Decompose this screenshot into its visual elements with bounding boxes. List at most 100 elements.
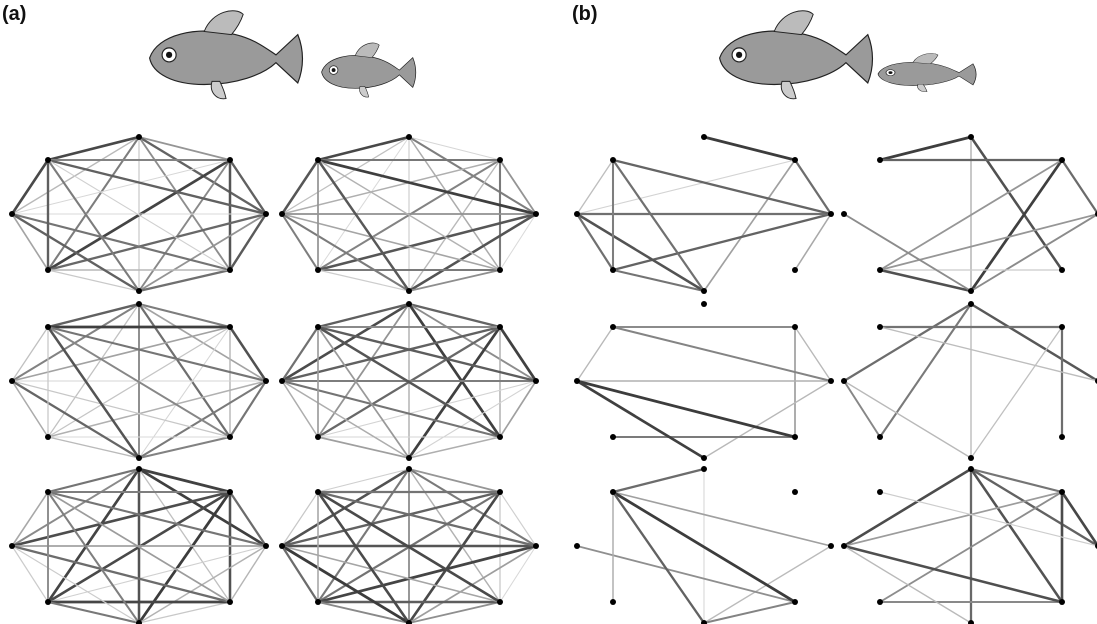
network-node xyxy=(968,288,974,294)
network-node xyxy=(406,301,412,307)
network-edge xyxy=(844,304,971,381)
network-node xyxy=(9,211,15,217)
network-node xyxy=(136,301,142,307)
network-edge xyxy=(12,469,139,546)
network-node xyxy=(45,599,51,605)
network-edge xyxy=(880,270,971,291)
network-node xyxy=(1059,434,1065,440)
network-node xyxy=(533,211,539,217)
network-node xyxy=(406,455,412,461)
network-node xyxy=(45,157,51,163)
network-node xyxy=(792,599,798,605)
network-edge xyxy=(880,327,1097,381)
network-edge xyxy=(971,214,1097,291)
network-edge xyxy=(577,214,613,270)
network-node xyxy=(841,211,847,217)
network-node xyxy=(610,324,616,330)
network-node xyxy=(406,466,412,472)
network-node xyxy=(9,378,15,384)
network-edge xyxy=(613,469,704,492)
network-node xyxy=(45,434,51,440)
network-edge xyxy=(577,327,613,381)
network-edge xyxy=(12,327,230,381)
network-node xyxy=(968,134,974,140)
fish-illustration xyxy=(720,11,873,99)
network-node xyxy=(45,324,51,330)
fish-illustration xyxy=(322,43,416,97)
network-edge xyxy=(12,381,139,458)
network-node xyxy=(45,489,51,495)
network-node xyxy=(968,466,974,472)
network-edge xyxy=(880,492,1097,546)
network-node xyxy=(877,157,883,163)
figure: (a) (b) xyxy=(0,0,1097,624)
fish-illustration xyxy=(878,53,976,91)
network-node xyxy=(877,599,883,605)
network-node xyxy=(227,489,233,495)
network-node xyxy=(701,301,707,307)
network-node xyxy=(406,134,412,140)
network-node xyxy=(227,324,233,330)
network-node xyxy=(9,543,15,549)
network-node xyxy=(792,324,798,330)
network-node xyxy=(533,378,539,384)
network-node xyxy=(279,543,285,549)
network-node xyxy=(1059,599,1065,605)
network-node xyxy=(227,599,233,605)
network-edge xyxy=(1062,160,1097,214)
panel-label: (b) xyxy=(572,3,598,25)
network-edge xyxy=(880,137,971,160)
network-node xyxy=(315,267,321,273)
network-node xyxy=(315,324,321,330)
network-node xyxy=(497,324,503,330)
network-edge xyxy=(880,214,1097,270)
network-node xyxy=(574,378,580,384)
network-node xyxy=(574,211,580,217)
network-node xyxy=(877,267,883,273)
network-node xyxy=(828,378,834,384)
fish-illustration xyxy=(150,11,303,99)
network-node xyxy=(701,288,707,294)
network-node xyxy=(497,267,503,273)
network-edge xyxy=(971,327,1062,458)
network-node xyxy=(136,134,142,140)
network-node xyxy=(227,267,233,273)
network-node xyxy=(263,378,269,384)
network-node xyxy=(792,267,798,273)
network-edge xyxy=(577,546,795,602)
network-node xyxy=(406,288,412,294)
network-node xyxy=(792,157,798,163)
network-edge xyxy=(577,381,795,437)
network-node xyxy=(792,434,798,440)
network-node xyxy=(792,489,798,495)
network-node xyxy=(1059,324,1065,330)
panel-label: (a) xyxy=(2,3,26,25)
network-node xyxy=(1059,267,1065,273)
network-node xyxy=(279,378,285,384)
network-node xyxy=(610,599,616,605)
network-edge xyxy=(12,137,139,214)
network-node xyxy=(315,434,321,440)
network-node xyxy=(1059,157,1065,163)
network-node xyxy=(574,543,580,549)
network-node xyxy=(497,434,503,440)
network-node xyxy=(610,434,616,440)
network-edge xyxy=(577,381,704,458)
network-node xyxy=(701,455,707,461)
network-node xyxy=(828,211,834,217)
network-node xyxy=(968,620,974,624)
network-node xyxy=(828,543,834,549)
network-node xyxy=(841,543,847,549)
network-edge xyxy=(613,327,831,381)
network-node xyxy=(877,489,883,495)
network-edge xyxy=(282,137,409,214)
network-edge xyxy=(844,381,971,458)
network-node xyxy=(497,599,503,605)
network-node xyxy=(45,267,51,273)
network-node xyxy=(877,434,883,440)
network-node xyxy=(315,157,321,163)
network-edge xyxy=(48,602,139,623)
page: (a) (b) (() => { const data = JSON.parse… xyxy=(0,0,1097,624)
network-node xyxy=(136,288,142,294)
network-edge xyxy=(971,469,1097,546)
